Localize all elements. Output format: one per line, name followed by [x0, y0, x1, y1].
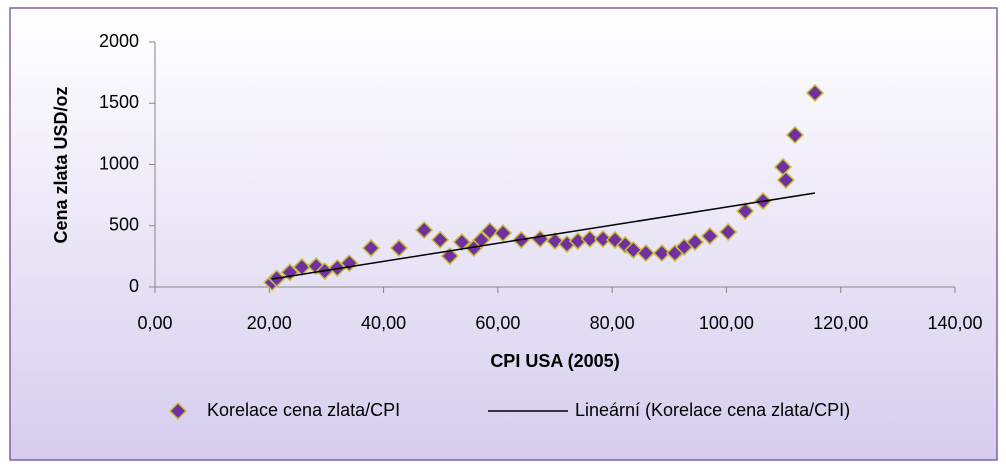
data-point — [472, 230, 491, 250]
data-point — [776, 170, 795, 190]
data-point — [415, 220, 434, 240]
data-point — [389, 238, 409, 258]
x-tick-label: 20,00 — [247, 313, 292, 333]
data-point — [736, 201, 755, 221]
x-tick-label: 0,00 — [137, 313, 172, 333]
trend-line — [272, 192, 816, 280]
data-point — [636, 244, 655, 263]
y-tick-label: 0 — [129, 276, 139, 296]
data-point — [652, 244, 671, 263]
x-tick-label: 60,00 — [475, 313, 520, 333]
data-point — [785, 125, 805, 145]
x-tick-label: 140,00 — [927, 313, 982, 333]
data-point — [593, 229, 613, 249]
x-axis-label: CPI USA (2005) — [490, 351, 619, 371]
data-point — [700, 226, 719, 246]
x-tick-label: 120,00 — [813, 313, 868, 333]
legend-label: Lineární (Korelace cena zlata/CPI) — [575, 400, 850, 420]
legend-marker — [168, 401, 188, 421]
data-point — [431, 230, 450, 249]
y-tick-label: 500 — [109, 215, 139, 235]
y-tick-label: 1000 — [99, 153, 139, 173]
legend-label: Korelace cena zlata/CPI — [207, 400, 400, 420]
data-point — [545, 232, 565, 251]
x-tick-label: 40,00 — [361, 313, 406, 333]
x-tick-label: 80,00 — [590, 313, 635, 333]
data-point — [361, 238, 381, 258]
data-point — [452, 232, 471, 252]
y-axis-label: Cena zlata USD/oz — [51, 86, 71, 243]
data-point — [805, 83, 825, 103]
data-point — [493, 224, 513, 243]
x-tick-label: 100,00 — [699, 313, 754, 333]
y-tick-label: 1500 — [99, 92, 139, 112]
data-point — [624, 240, 643, 260]
data-point — [480, 221, 499, 241]
data-point — [580, 229, 599, 249]
data-point — [307, 257, 326, 276]
y-tick-label: 2000 — [99, 31, 139, 51]
data-point — [719, 222, 738, 242]
data-point — [685, 232, 705, 252]
